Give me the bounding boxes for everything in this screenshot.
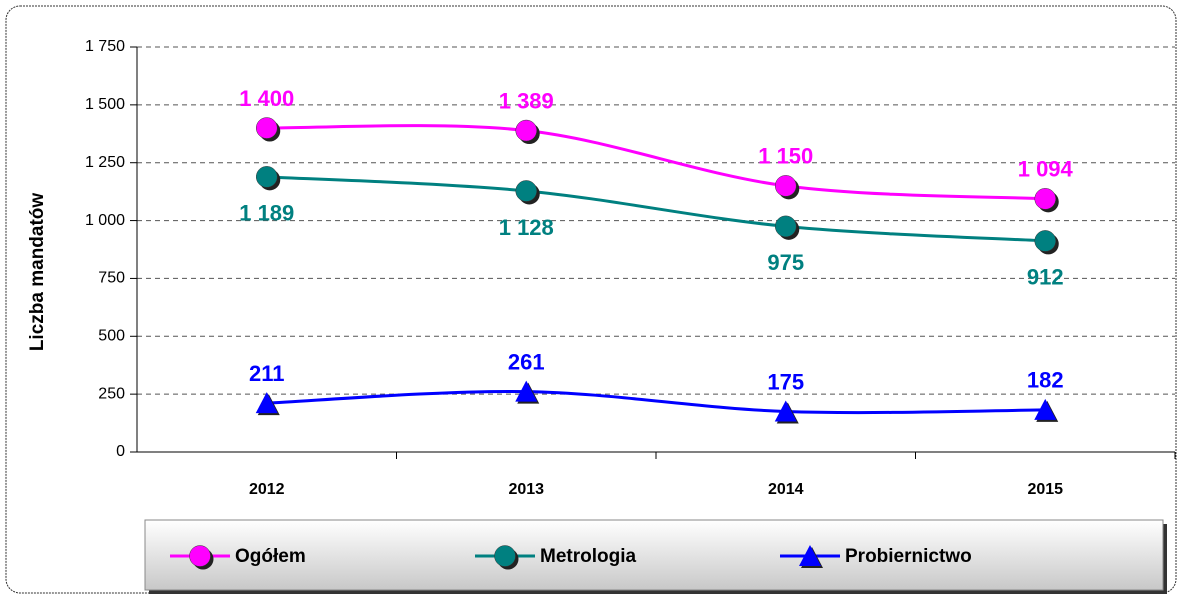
frame (5, 5, 1177, 594)
data-label: 1 128 (499, 215, 554, 240)
point (1034, 230, 1056, 252)
x-tick-label: 2013 (508, 481, 544, 498)
legend-label: Ogółem (235, 546, 306, 567)
point (256, 166, 278, 188)
point (256, 117, 278, 139)
point (1034, 398, 1057, 420)
legend-label: Probiernictwo (845, 546, 972, 567)
y-tick-label: 750 (98, 270, 125, 287)
x-tick-label: 2015 (1027, 481, 1063, 498)
series-line (266, 175, 1046, 243)
x-tick-label: 2014 (768, 481, 804, 498)
point (515, 380, 538, 402)
point (775, 215, 797, 238)
data-label: 912 (1027, 265, 1064, 290)
data-label: 182 (1027, 368, 1064, 393)
data-label: 1 150 (758, 144, 813, 169)
y-tick-label: 1 250 (85, 154, 125, 171)
data-label: 1 389 (499, 88, 554, 113)
legend-marker (799, 545, 821, 566)
data-label: 975 (767, 250, 804, 275)
data-label: 1 189 (239, 201, 294, 226)
point (774, 400, 797, 422)
data-label: 261 (508, 349, 545, 374)
data-label: 175 (767, 369, 804, 394)
y-tick-label: 500 (98, 328, 125, 345)
series-line (266, 389, 1046, 415)
y-axis-label: Liczba mandatów (27, 193, 48, 352)
y-tick-label: 1 000 (85, 212, 125, 229)
data-label: 1 400 (239, 86, 294, 111)
y-tick-label: 250 (98, 385, 125, 402)
x-tick-label: 2012 (249, 481, 285, 498)
point (1034, 188, 1056, 210)
point (515, 119, 537, 142)
y-tick-label: 0 (116, 443, 125, 460)
data-label: 1 094 (1018, 157, 1074, 182)
y-tick-label: 1 500 (85, 96, 125, 113)
data-label: 211 (249, 361, 285, 386)
point (775, 175, 797, 197)
legend-marker (189, 545, 211, 567)
y-tick-label: 1 750 (85, 38, 125, 55)
legend-label: Metrologia (540, 546, 636, 567)
series-line (266, 124, 1046, 201)
legend-marker (494, 545, 516, 567)
point (515, 180, 537, 202)
legend-box (144, 519, 1164, 591)
point (255, 392, 278, 414)
